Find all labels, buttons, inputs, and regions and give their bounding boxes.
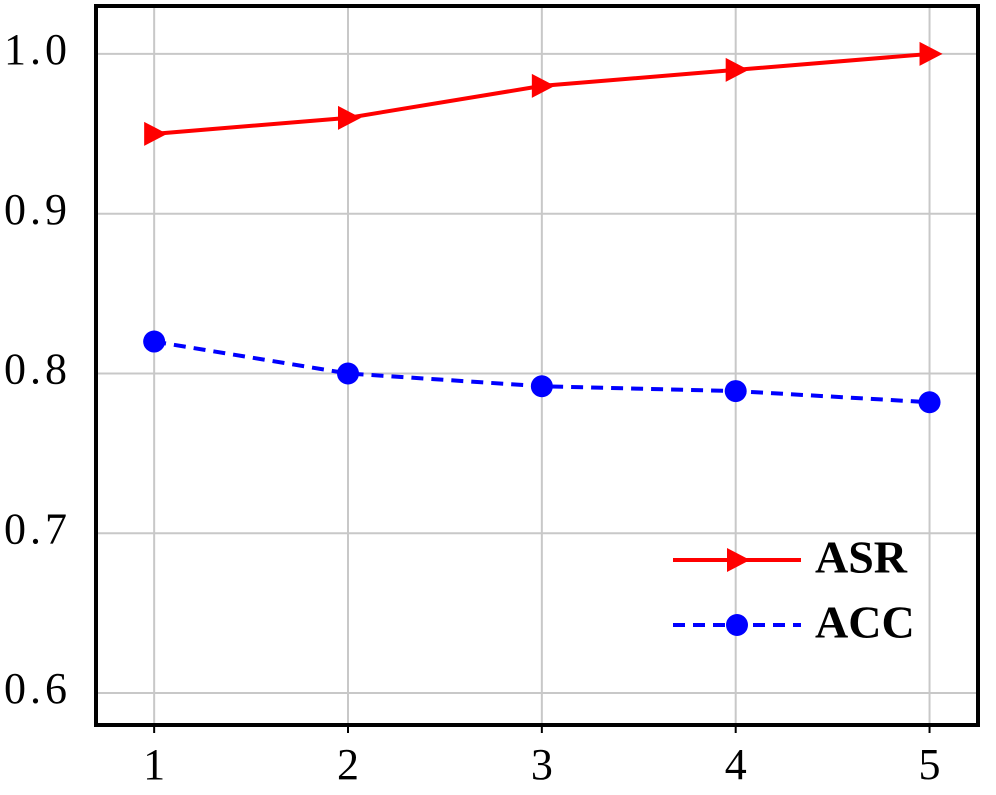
marker [337, 362, 359, 385]
marker [727, 548, 750, 572]
y-tick-label: 0.9 [4, 185, 71, 234]
x-tick-label: 2 [337, 740, 363, 789]
marker [725, 57, 749, 82]
marker [726, 614, 748, 636]
x-tick-label: 3 [531, 740, 557, 789]
marker [919, 41, 943, 66]
y-tick-label: 0.7 [4, 504, 71, 553]
legend-label: ASR [815, 532, 908, 583]
y-tick-label: 1.0 [4, 25, 71, 74]
marker [724, 380, 747, 403]
x-tick-label: 5 [919, 740, 945, 789]
y-tick-label: 0.6 [4, 664, 71, 713]
x-tick-label: 1 [143, 740, 169, 789]
marker [918, 391, 941, 414]
plot-frame [94, 4, 980, 727]
x-tick-label: 4 [725, 740, 751, 789]
marker [531, 73, 555, 98]
marker [144, 121, 168, 146]
legend-label: ACC [815, 597, 915, 648]
y-tick-label: 0.8 [4, 345, 71, 394]
marker [338, 105, 361, 130]
marker [530, 375, 553, 398]
marker [143, 330, 166, 353]
